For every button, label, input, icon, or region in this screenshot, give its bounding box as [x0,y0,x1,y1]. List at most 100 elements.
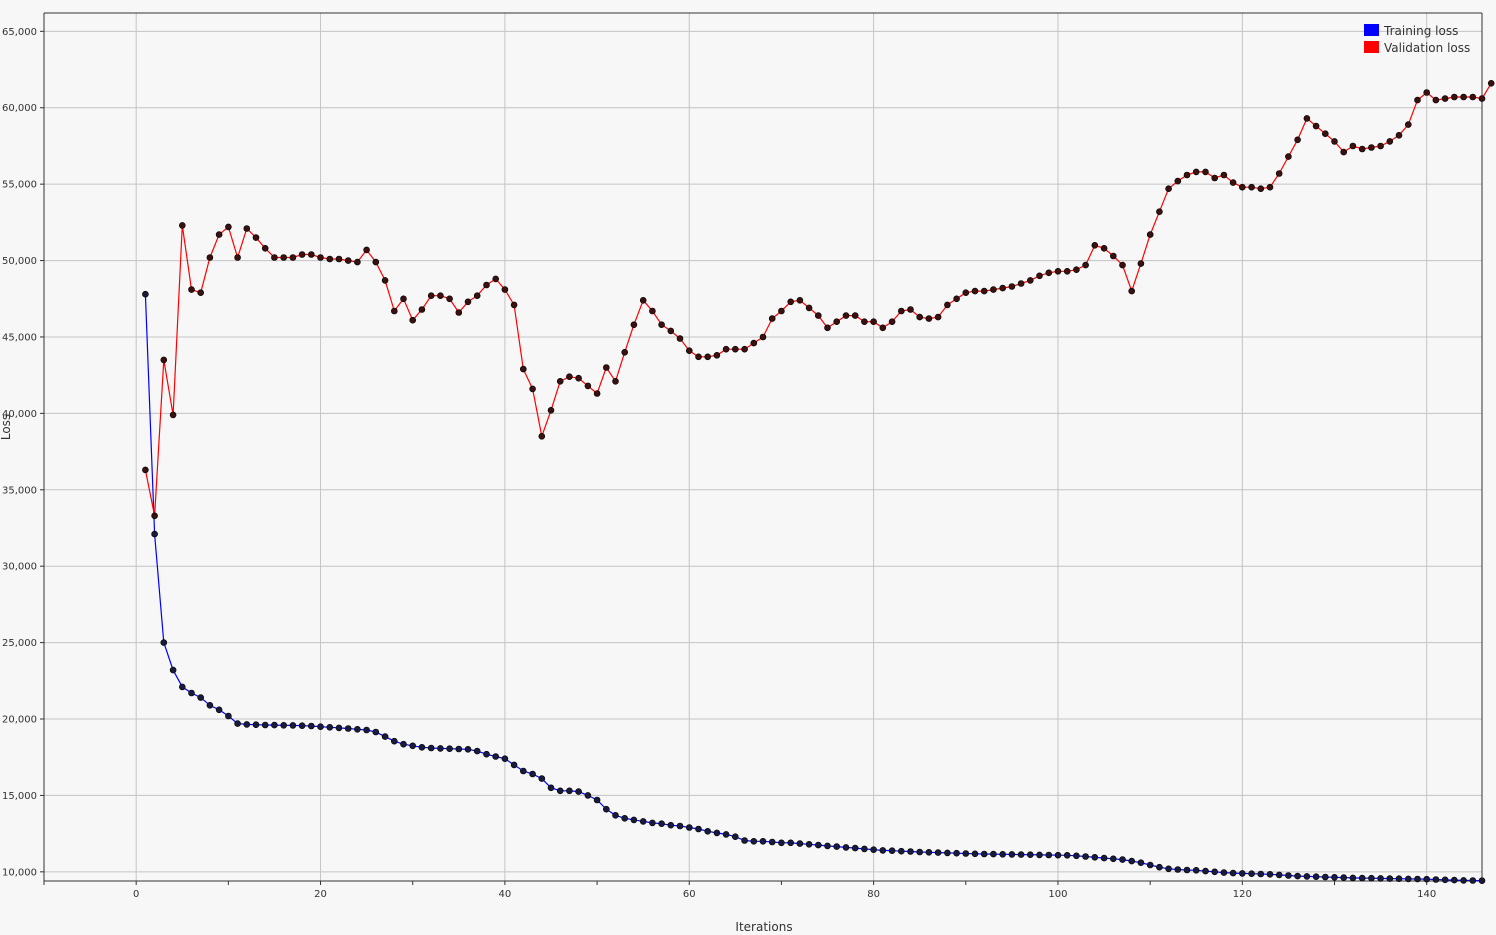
validation-loss-point [704,353,712,361]
validation-loss-point [722,345,730,353]
training-loss-point [464,745,472,753]
training-loss-point [1285,872,1292,879]
validation-loss-point [990,286,997,293]
y-tick-label: 55,000 [2,180,37,191]
x-tick-label: 80 [867,889,880,900]
training-loss-point [1312,873,1320,881]
training-loss-point [612,811,619,819]
training-loss-point [179,683,186,691]
training-loss-point [160,639,168,646]
validation-loss-point [658,321,665,329]
validation-loss-point [575,374,582,382]
training-loss-point [685,824,693,831]
validation-loss-point [1257,185,1265,192]
training-loss-point [492,753,500,760]
validation-loss-point [234,254,241,261]
validation-loss-point [1045,269,1053,277]
training-loss-point [151,530,158,538]
training-loss-point [861,845,868,853]
legend: Training loss Validation loss [1364,24,1470,55]
validation-loss-point [907,306,914,313]
validation-loss-point [1174,177,1182,185]
training-loss-point [925,848,933,856]
training-loss-point [824,842,831,850]
validation-loss-point [317,254,324,261]
training-loss-point [298,722,306,730]
validation-loss-point [335,255,343,263]
training-loss-point [907,848,914,855]
validation-loss-point [179,222,186,229]
training-loss-point [197,694,204,701]
training-loss-point [731,833,739,841]
training-loss-point [676,822,684,830]
validation-loss-point [1303,115,1311,122]
validation-loss-point [1285,153,1292,160]
validation-loss-point [1405,121,1412,128]
training-loss-point [888,847,896,855]
validation-loss-point [741,345,748,353]
validation-loss-point [1202,168,1209,176]
y-tick-label: 65,000 [2,27,37,38]
training-loss-point [695,825,702,833]
training-loss-point [1248,870,1255,878]
validation-loss-point [1340,148,1347,156]
training-loss-point [658,820,665,828]
training-loss-point [649,819,656,827]
validation-loss-point [566,373,573,381]
validation-loss-point [206,254,214,261]
training-loss-point [307,722,315,730]
validation-loss-point [492,275,500,283]
training-loss-point [1257,870,1265,878]
training-loss-point [1063,851,1071,859]
validation-loss-point [685,347,693,355]
training-loss-point [1478,877,1486,885]
validation-loss-point [1386,138,1394,145]
y-tick-label: 35,000 [2,485,37,496]
validation-loss-point [1229,179,1237,186]
legend-label-validation-loss: Validation loss [1384,41,1470,55]
training-loss-point [1432,876,1440,883]
training-loss-point [280,721,288,729]
training-loss-point [870,846,877,854]
training-loss-point [271,721,278,729]
training-loss-point [1340,874,1347,881]
training-loss-point [409,742,417,750]
training-loss-point [1110,855,1117,863]
training-loss-point [538,775,546,782]
validation-loss-point [1294,136,1301,144]
validation-loss-point [971,287,979,295]
legend-label-training-loss: Training loss [1383,24,1458,38]
validation-loss-point [953,295,960,303]
validation-loss-point [796,296,804,304]
validation-loss-point [1275,170,1283,177]
training-loss-point [584,792,592,799]
validation-loss-point [390,307,398,315]
validation-loss-point [584,382,592,390]
legend-swatch-training-loss [1364,24,1379,36]
training-loss-point [990,850,997,858]
training-loss-point [455,745,463,753]
training-loss-point [980,850,988,858]
training-loss-point [593,796,601,804]
validation-loss-point [768,315,776,322]
x-tick-label: 100 [1048,889,1067,900]
validation-loss-point [188,286,195,293]
training-loss-point [1036,851,1043,859]
validation-loss-point [1192,168,1200,176]
training-loss-point [1054,851,1062,859]
training-loss-point [1349,874,1357,882]
validation-loss-point [1128,287,1135,295]
training-loss-point [1405,875,1412,883]
training-loss-point [1045,851,1053,859]
y-tick-label: 30,000 [2,562,37,573]
training-loss-point [206,701,214,709]
validation-loss-point [151,512,158,520]
validation-loss-point [1469,93,1477,101]
training-loss-point [418,743,426,751]
validation-loss-point [1220,171,1228,179]
validation-loss-point [1368,144,1375,151]
legend-swatch-validation-loss [1364,41,1379,53]
validation-loss-point [833,318,841,326]
validation-loss-point [344,257,352,264]
